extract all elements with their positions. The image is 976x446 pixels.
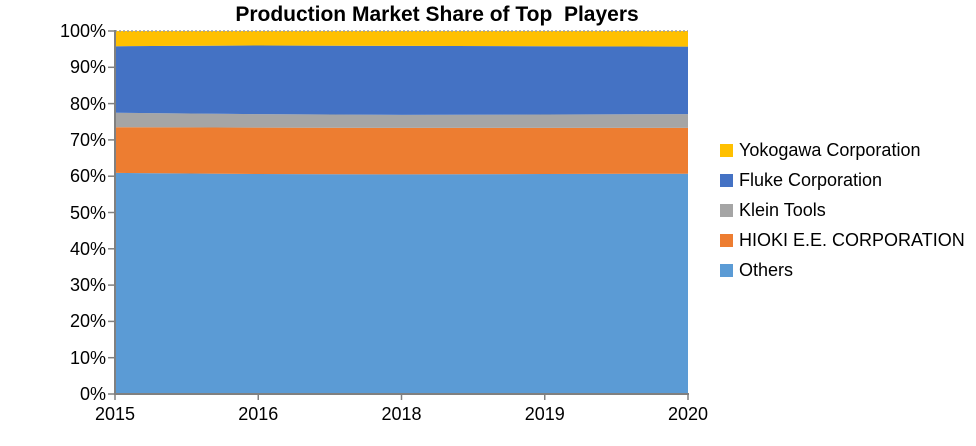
chart-title: Production Market Share of Top Players bbox=[235, 3, 639, 26]
legend-swatch-icon bbox=[720, 233, 733, 247]
area-fluke-corporation bbox=[115, 45, 688, 115]
legend-label: Fluke Corporation bbox=[739, 169, 883, 190]
legend-swatch-icon bbox=[720, 143, 733, 157]
y-axis-tick-label: 70% bbox=[69, 129, 106, 150]
y-axis-tick-label: 20% bbox=[69, 311, 106, 332]
legend-item-hioki-e-e-corporation: HIOKI E.E. CORPORATION bbox=[720, 225, 965, 255]
legend-label: Others bbox=[739, 259, 794, 280]
area-hioki-e-e-corporation bbox=[115, 127, 688, 175]
legend-item-yokogawa-corporation: Yokogawa Corporation bbox=[720, 135, 920, 165]
legend-swatch-icon bbox=[720, 263, 733, 277]
legend-label: HIOKI E.E. CORPORATION bbox=[739, 229, 965, 250]
legend-label: Yokogawa Corporation bbox=[739, 139, 921, 160]
legend-swatch-icon bbox=[720, 173, 733, 187]
y-axis-tick-label: 30% bbox=[69, 275, 106, 296]
y-axis-tick-label: 100% bbox=[59, 21, 106, 41]
y-axis-tick-label: 0% bbox=[79, 384, 106, 404]
x-axis-tick-label: 2018 bbox=[381, 404, 422, 424]
legend-swatch-icon bbox=[720, 203, 733, 217]
area-others bbox=[115, 172, 688, 394]
legend-label: Klein Tools bbox=[739, 199, 826, 220]
y-axis-tick-label: 80% bbox=[69, 93, 106, 114]
legend-item-fluke-corporation: Fluke Corporation bbox=[720, 165, 882, 195]
y-axis-tick-label: 60% bbox=[69, 166, 106, 187]
x-axis-tick-label: 2020 bbox=[667, 404, 709, 424]
x-axis-tick-label: 2015 bbox=[94, 404, 136, 424]
area-yokogawa-corporation bbox=[115, 31, 688, 47]
legend-item-others: Others bbox=[720, 255, 793, 285]
x-axis-tick-label: 2016 bbox=[238, 404, 279, 424]
y-axis-tick-label: 10% bbox=[69, 347, 106, 368]
y-axis-tick-label: 40% bbox=[69, 238, 106, 259]
y-axis-tick-label: 90% bbox=[69, 57, 106, 78]
area-klein-tools bbox=[115, 112, 688, 128]
legend-item-klein-tools: Klein Tools bbox=[720, 195, 826, 225]
y-axis-tick-label: 50% bbox=[69, 202, 106, 223]
x-axis-tick-label: 2019 bbox=[524, 404, 565, 424]
